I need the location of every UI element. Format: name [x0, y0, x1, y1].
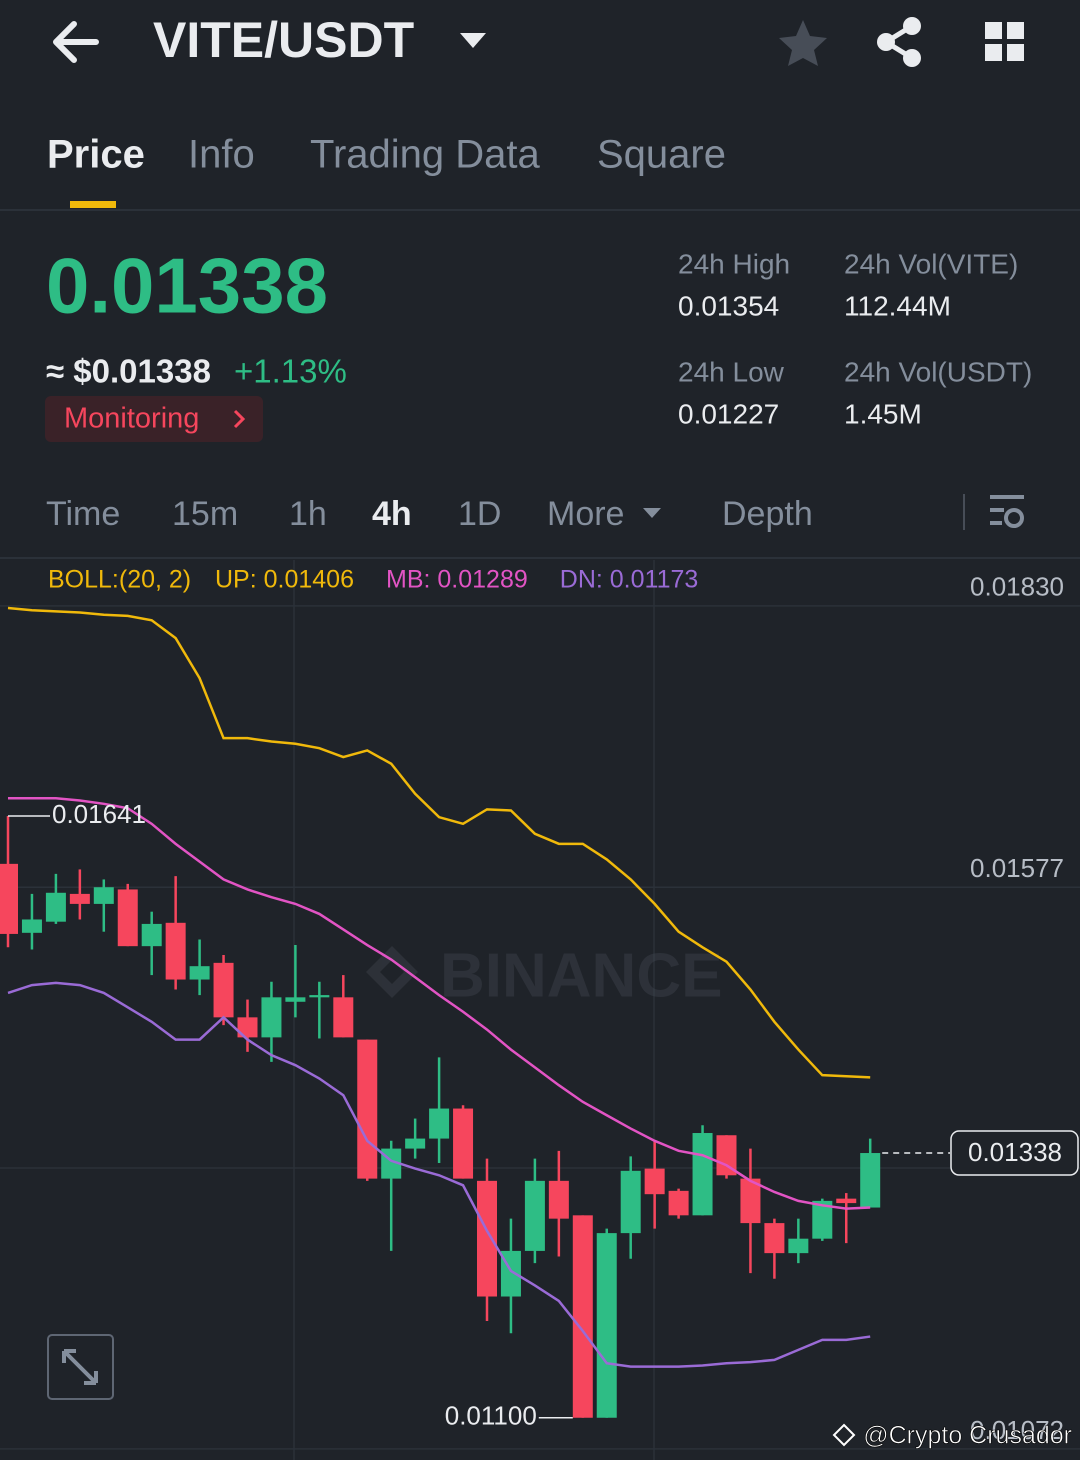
pair-dropdown[interactable]	[460, 33, 486, 48]
candle-body	[261, 997, 282, 1038]
candle-body	[45, 892, 66, 922]
stat-label: 24h Vol(USDT)	[844, 356, 1032, 387]
stat-label: 24h Low	[678, 356, 785, 387]
favorite-icon[interactable]	[779, 20, 827, 66]
y-tick-label: 0.01830	[970, 572, 1064, 602]
monitoring-arrow	[233, 409, 246, 429]
candle-body	[333, 997, 354, 1038]
interval[interactable]: 1D	[458, 495, 501, 533]
fullscreen-icon	[62, 1349, 98, 1385]
candle-body	[692, 1133, 713, 1216]
last-price-box	[950, 1130, 1079, 1176]
candle-body	[764, 1223, 785, 1254]
candle-body	[524, 1180, 545, 1251]
y-tick-label: 0.01072	[970, 1415, 1064, 1445]
candle-body	[285, 997, 306, 1002]
back-button[interactable]	[53, 21, 99, 63]
stat-value: 1.45M	[844, 398, 922, 429]
legend-entry: UP: 0.01406	[215, 566, 354, 594]
monitoring-badge[interactable]	[45, 396, 263, 442]
candle-body	[165, 922, 186, 980]
interval[interactable]: 1h	[289, 495, 327, 533]
candle-body	[596, 1233, 617, 1418]
tab[interactable]: Info	[188, 133, 255, 177]
candle-body	[189, 966, 210, 980]
monitoring-label: Monitoring	[64, 403, 199, 435]
stat-value: 0.01354	[678, 290, 779, 321]
candle-body	[716, 1135, 737, 1176]
annotation-label: 0.01641	[52, 799, 146, 829]
candle-body	[237, 1017, 258, 1038]
interval[interactable]: Depth	[722, 495, 813, 533]
tab[interactable]: Square	[597, 133, 726, 177]
candle-body	[572, 1215, 593, 1418]
annotation-label: 0.01100	[445, 1401, 537, 1431]
last-price: 0.01338	[46, 242, 328, 330]
boll-line	[8, 796, 871, 1210]
candle-body	[141, 923, 162, 947]
last-price-label: 0.01338	[968, 1137, 1062, 1167]
credit-icon	[832, 1423, 856, 1447]
usd-price: ≈ $0.01338	[46, 353, 211, 390]
stat-value: 0.01227	[678, 398, 779, 429]
share-icon[interactable]	[877, 17, 921, 67]
legend-entry: DN: 0.01173	[560, 566, 699, 594]
tab-indicator	[70, 201, 116, 208]
watermark: BINANCE	[366, 941, 722, 1010]
credit: @Crypto Crusador	[863, 1422, 1072, 1450]
candle-body	[548, 1180, 569, 1219]
candle-body	[93, 887, 114, 904]
candle-body	[477, 1180, 497, 1297]
interval[interactable]: More	[547, 495, 624, 533]
candle-body	[213, 962, 234, 1018]
tab[interactable]: Price	[47, 133, 145, 177]
candle-body	[620, 1170, 641, 1234]
boll-line	[7, 606, 871, 1079]
stat-label: 24h Vol(VITE)	[844, 248, 1018, 279]
candle-body	[69, 893, 90, 904]
candle-body	[453, 1108, 474, 1179]
chart-settings-icon[interactable]	[990, 495, 1024, 528]
candle-body	[860, 1153, 881, 1208]
candle-body	[117, 889, 138, 947]
candle-body	[309, 995, 330, 998]
boll-line	[7, 981, 871, 1368]
y-tick-label: 0.01577	[970, 853, 1064, 883]
back-icon	[53, 21, 99, 63]
fullscreen-button[interactable]	[47, 1334, 114, 1400]
interval[interactable]: 15m	[172, 495, 238, 533]
candle-body	[357, 1039, 378, 1179]
watermark-text: BINANCE	[440, 941, 722, 1010]
candle-body	[21, 919, 42, 933]
indicator-label: BOLL:(20, 2)	[48, 566, 191, 594]
candle-body	[668, 1190, 689, 1216]
more-dropdown	[643, 508, 661, 518]
price-change: +1.13%	[234, 353, 347, 390]
candle-body	[740, 1178, 761, 1224]
stat-label: 24h High	[678, 248, 790, 279]
stat-value: 112.44M	[844, 290, 951, 321]
candle-body	[405, 1138, 426, 1149]
tab[interactable]: Trading Data	[310, 133, 541, 177]
candle-body	[788, 1238, 809, 1254]
candle-body	[812, 1200, 833, 1239]
pair-title[interactable]: VITE/USDT	[153, 12, 414, 68]
candle-body	[0, 863, 18, 934]
candle-body	[644, 1168, 665, 1195]
interval[interactable]: 4h	[372, 495, 412, 533]
interval[interactable]: Time	[46, 495, 120, 533]
candle-body	[429, 1108, 450, 1139]
legend-entry: MB: 0.01289	[386, 566, 528, 594]
grid-menu-icon[interactable]	[985, 22, 1024, 61]
candle-body	[836, 1198, 857, 1204]
